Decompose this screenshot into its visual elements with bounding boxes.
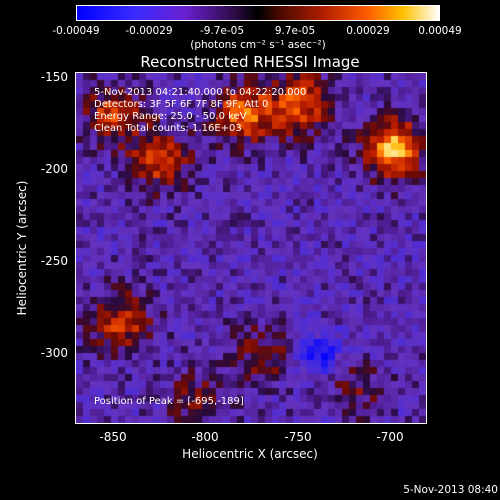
detectors-text: Detectors: 3F 5F 6F 7F 8F 9F, Att 0 <box>94 99 269 110</box>
image-title: Reconstructed RHESSI Image <box>140 53 360 71</box>
y-tick-label: -300 <box>40 346 68 360</box>
timestamp-footer: 5-Nov-2013 08:40 <box>403 484 498 496</box>
y-axis-label: Heliocentric Y (arcsec) <box>15 180 29 316</box>
colorbar-unit-label: (photons cm⁻² s⁻¹ asec⁻²) <box>190 39 326 51</box>
heatmap-canvas <box>76 73 426 423</box>
colorbar-tick-label: 0.00049 <box>418 25 462 37</box>
x-tick-label: -850 <box>99 430 127 444</box>
energy-range-text: Energy Range: 25.0 - 50.0 keV <box>94 111 247 122</box>
time-range-text: 5-Nov-2013 04:21:40.000 to 04:22:20.000 <box>94 87 307 98</box>
heatmap-plot <box>75 72 427 424</box>
colorbar <box>76 5 440 21</box>
colorbar-tick-label: -0.00029 <box>125 25 173 37</box>
x-axis-label: Heliocentric X (arcsec) <box>182 447 318 461</box>
x-tick-label: -800 <box>191 430 219 444</box>
colorbar-tick-label: -9.7e-05 <box>199 25 245 37</box>
colorbar-tick-label: -0.00049 <box>52 25 100 37</box>
x-tick-label: -700 <box>376 430 404 444</box>
colorbar-tick-label: 0.00029 <box>346 25 390 37</box>
peak-position-text: Position of Peak = [-695,-189] <box>94 396 244 407</box>
x-tick-label: -750 <box>284 430 312 444</box>
colorbar-tick-label: 9.7e-05 <box>274 25 316 37</box>
y-tick-label: -150 <box>40 70 68 84</box>
clean-counts-text: Clean Total counts: 1.16E+03 <box>94 123 242 134</box>
y-tick-label: -250 <box>40 254 68 268</box>
y-tick-label: -200 <box>40 162 68 176</box>
